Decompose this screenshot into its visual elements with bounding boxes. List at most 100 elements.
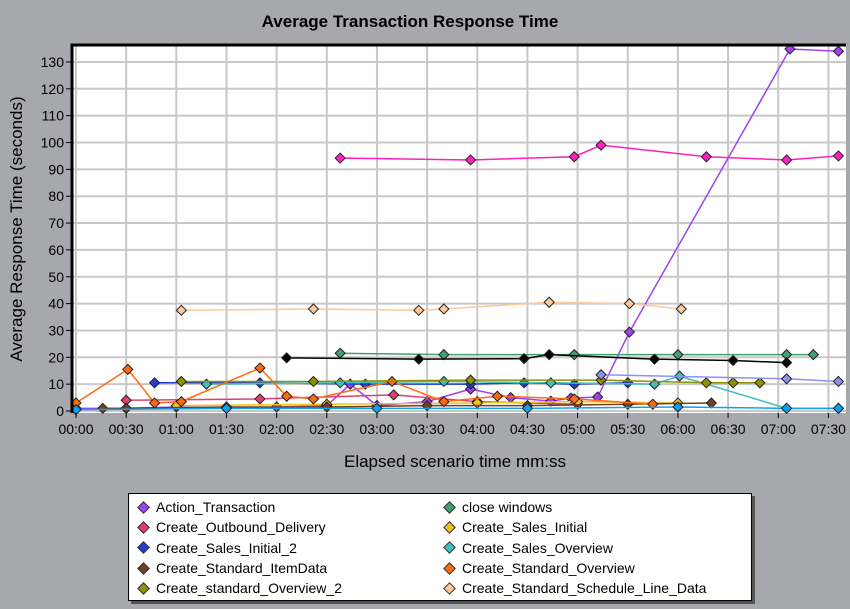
y-tick-label: 70 bbox=[48, 215, 64, 231]
legend-label: Create_Sales_Initial_2 bbox=[156, 539, 297, 556]
data-point bbox=[491, 390, 504, 402]
data-point bbox=[780, 402, 793, 415]
data-point bbox=[700, 377, 713, 389]
data-point bbox=[780, 373, 793, 385]
data-point bbox=[832, 402, 845, 415]
x-tick-label: 02:00 bbox=[259, 421, 294, 437]
x-tick-label: 04:30 bbox=[510, 421, 545, 437]
y-tick-label: 40 bbox=[48, 296, 64, 312]
data-point bbox=[175, 304, 188, 317]
legend-item: Create_Standard_Schedule_Line_Data bbox=[441, 578, 706, 598]
chart-title: Average Transaction Response Time bbox=[262, 12, 559, 31]
y-axis-label: Average Response Time (seconds) bbox=[7, 96, 26, 361]
data-point bbox=[700, 151, 713, 163]
data-point bbox=[307, 375, 320, 388]
data-point bbox=[175, 395, 188, 408]
x-axis-label: Elapsed scenario time mm:ss bbox=[344, 452, 566, 471]
y-tick-label: 80 bbox=[48, 188, 64, 204]
legend-label: Action_Transaction bbox=[156, 499, 276, 515]
x-tick-label: 01:30 bbox=[209, 421, 244, 437]
data-point bbox=[148, 397, 161, 409]
series-create-standard-overview bbox=[70, 362, 659, 410]
data-point bbox=[464, 374, 477, 386]
y-tick-label: 50 bbox=[48, 269, 64, 285]
legend-diamond-icon bbox=[443, 500, 456, 514]
y-tick-label: 120 bbox=[41, 81, 65, 97]
data-point bbox=[122, 363, 134, 376]
x-tick-label: 04:00 bbox=[460, 421, 495, 437]
data-point bbox=[413, 304, 425, 317]
legend-diamond-icon bbox=[443, 541, 456, 555]
legend-item: Create_Sales_Overview bbox=[441, 538, 613, 558]
legend-label: Create_Sales_Overview bbox=[462, 539, 613, 556]
plot-frame bbox=[70, 43, 846, 413]
data-point bbox=[832, 150, 845, 162]
legend-diamond-icon bbox=[137, 500, 150, 514]
x-tick-label: 05:00 bbox=[560, 421, 595, 437]
x-tick-label: 06:00 bbox=[660, 421, 695, 437]
data-point bbox=[832, 375, 845, 388]
data-point bbox=[254, 393, 266, 405]
legend-label: Create_Sales_Initial bbox=[462, 519, 588, 536]
data-point bbox=[334, 152, 346, 164]
legend-diamond-icon bbox=[137, 521, 150, 534]
data-point bbox=[280, 352, 293, 364]
legend-label: Create_Standard_Schedule_Line_Data bbox=[462, 580, 707, 597]
series-unlabeled-11 bbox=[280, 348, 793, 369]
legend-label: Create_Standard_ItemData bbox=[156, 559, 328, 576]
x-tick-label: 07:00 bbox=[761, 421, 796, 437]
y-tick-label: 100 bbox=[41, 135, 65, 151]
legend-diamond-icon bbox=[443, 561, 456, 575]
data-point bbox=[648, 353, 661, 365]
data-point bbox=[568, 393, 580, 405]
legend-diamond-icon bbox=[443, 582, 456, 595]
data-point bbox=[727, 377, 739, 389]
legend-item: close windows bbox=[441, 497, 552, 517]
x-tick-label: 03:30 bbox=[410, 421, 445, 437]
data-point bbox=[807, 348, 820, 361]
data-point bbox=[568, 151, 580, 163]
data-point bbox=[543, 348, 555, 361]
x-tick-label: 00:00 bbox=[58, 421, 93, 437]
data-point bbox=[254, 362, 266, 374]
data-point bbox=[307, 303, 320, 315]
data-point bbox=[464, 154, 477, 166]
legend-label: Create_Standard_Overview bbox=[462, 559, 635, 576]
legend-item: Create_Sales_Initial bbox=[441, 517, 587, 537]
series-unlabeled-12 bbox=[595, 369, 845, 388]
data-point bbox=[780, 356, 793, 369]
data-point bbox=[780, 154, 793, 166]
y-tick-label: 130 bbox=[41, 54, 65, 70]
plot-area bbox=[72, 45, 846, 413]
y-tick-label: 110 bbox=[42, 108, 65, 124]
legend-label: close windows bbox=[462, 499, 553, 515]
data-point bbox=[595, 369, 607, 381]
series-line bbox=[75, 367, 653, 406]
legend-label: Create_standard_Overview_2 bbox=[156, 580, 342, 597]
data-point bbox=[754, 377, 766, 389]
legend-diamond-icon bbox=[137, 561, 150, 575]
y-tick-label: 90 bbox=[48, 161, 64, 177]
data-point bbox=[623, 297, 636, 310]
series-create-standard-schedule-line-data bbox=[175, 296, 687, 317]
y-tick-label: 20 bbox=[48, 349, 64, 365]
data-point bbox=[387, 389, 400, 401]
x-tick-label: 06:30 bbox=[711, 421, 746, 437]
data-point bbox=[280, 390, 293, 402]
data-point bbox=[307, 393, 320, 405]
data-point bbox=[148, 377, 161, 389]
x-tick-label: 00:30 bbox=[109, 421, 144, 437]
chart-legend: Action_Transaction close windows Create_Ou… bbox=[128, 493, 752, 601]
data-point bbox=[543, 296, 555, 308]
data-point bbox=[568, 348, 580, 361]
legend-item: Create_Standard_ItemData bbox=[135, 558, 327, 578]
data-point bbox=[784, 43, 796, 55]
legend-item: Create_Standard_Overview bbox=[441, 558, 635, 578]
data-point bbox=[97, 402, 109, 415]
data-point bbox=[595, 139, 607, 151]
y-tick-label: 60 bbox=[48, 242, 64, 258]
x-tick-label: 07:30 bbox=[811, 421, 846, 437]
y-tick-label: 30 bbox=[48, 322, 64, 338]
x-tick-label: 01:00 bbox=[159, 421, 194, 437]
